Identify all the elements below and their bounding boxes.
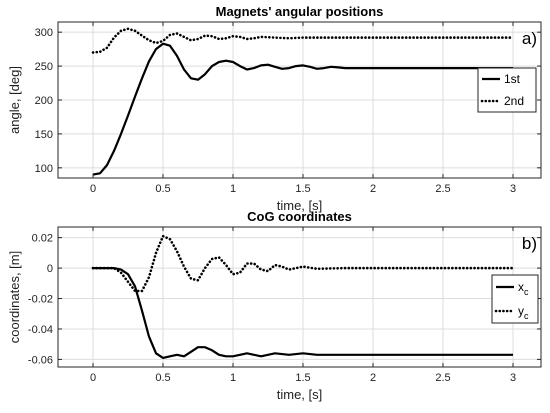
chart-panel-2: 0 0.5 1 1.5 2 2.5 3 -0.06 -0.04 -0.02 0 0.02 CoG coo… bbox=[7, 209, 542, 402]
y-tick-label: 150 bbox=[35, 129, 53, 141]
y-tick-label: 100 bbox=[35, 163, 53, 175]
x-tick-label: 2 bbox=[370, 183, 376, 195]
chart-title: CoG coordinates bbox=[247, 209, 352, 224]
x-tick-label: 3 bbox=[510, 372, 516, 384]
x-tick-label: 1 bbox=[230, 183, 236, 195]
y-tick-label: -0.02 bbox=[28, 294, 53, 306]
legend-label: xc bbox=[518, 280, 529, 297]
chart-panel-1: 0 0.5 1 1.5 2 2.5 3 100 150 200 250 300 Magnets' ang… bbox=[7, 4, 542, 213]
x-tick-label: 2.5 bbox=[435, 183, 450, 195]
x-tick-label: 2 bbox=[370, 372, 376, 384]
x-tick-label: 0 bbox=[90, 183, 96, 195]
legend: xc yc bbox=[491, 274, 539, 324]
legend-label: 2nd bbox=[504, 94, 524, 108]
legend-box bbox=[491, 274, 539, 324]
y-tick-label: 300 bbox=[35, 27, 53, 39]
legend-label: 1st bbox=[504, 72, 521, 86]
x-tick-label: 2.5 bbox=[435, 372, 450, 384]
legend-label: yc bbox=[518, 304, 529, 321]
y-tick-label: -0.04 bbox=[28, 324, 53, 336]
x-tick-label: 1 bbox=[230, 372, 236, 384]
y-tick-label: 250 bbox=[35, 61, 53, 73]
x-tick-label: 3 bbox=[510, 183, 516, 195]
panel-tag: b) bbox=[522, 234, 537, 253]
legend-label-subscript: c bbox=[524, 311, 529, 321]
chart-title: Magnets' angular positions bbox=[216, 4, 384, 19]
x-tick-label: 0.5 bbox=[155, 183, 170, 195]
x-axis-label: time, [s] bbox=[277, 387, 323, 402]
y-tick-label: 0.02 bbox=[32, 233, 53, 245]
x-tick-label: 1.5 bbox=[295, 372, 310, 384]
series-line-2nd bbox=[91, 27, 515, 54]
panel-tag: a) bbox=[522, 29, 537, 48]
series-line-yc bbox=[91, 234, 515, 293]
x-tick-label: 0.5 bbox=[155, 372, 170, 384]
y-tick-label: 200 bbox=[35, 95, 53, 107]
legend-box bbox=[477, 67, 537, 113]
legend-label-subscript: c bbox=[524, 287, 529, 297]
y-tick-label: -0.06 bbox=[28, 354, 53, 366]
x-tick-label: 1.5 bbox=[295, 183, 310, 195]
y-axis-label: coordinates, [m] bbox=[7, 251, 22, 344]
series-line-1st bbox=[92, 42, 513, 176]
x-axis-label: time, [s] bbox=[277, 198, 323, 213]
series-line-xc bbox=[93, 267, 513, 359]
axes-frame bbox=[57, 226, 542, 368]
y-axis-label: angle, [deg] bbox=[7, 66, 22, 134]
y-tick-label: 0 bbox=[47, 263, 53, 275]
x-tick-label: 0 bbox=[90, 372, 96, 384]
plot-area bbox=[58, 227, 541, 367]
legend: 1st 2nd bbox=[477, 67, 537, 113]
